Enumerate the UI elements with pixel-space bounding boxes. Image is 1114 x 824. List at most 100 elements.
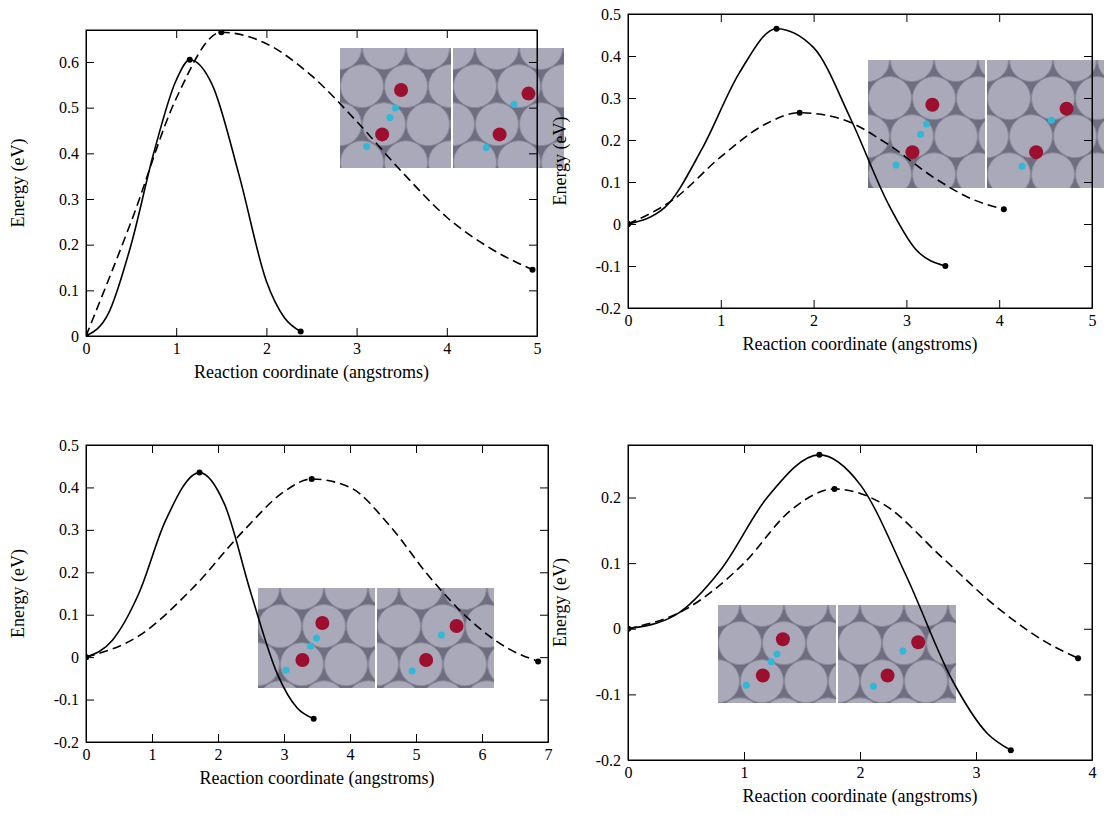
tick-label: 7: [545, 746, 553, 763]
tick-mark: [86, 487, 94, 488]
tick-mark: [721, 300, 722, 308]
energy-curve: [86, 479, 538, 661]
surface-atom: [1054, 115, 1097, 158]
tick-mark: [284, 445, 285, 453]
tick-label: -0.1: [54, 691, 79, 708]
surface-atom: [829, 660, 837, 703]
tick-mark: [357, 30, 358, 38]
tick-label: 0: [83, 746, 91, 763]
tick-mark: [1084, 760, 1092, 761]
tick-mark: [1084, 140, 1092, 141]
axis-line: [1092, 446, 1093, 761]
tick-label: 2: [810, 312, 818, 329]
tick-mark: [86, 62, 94, 63]
stationary-point: [628, 626, 631, 632]
tick-mark: [350, 734, 351, 742]
y-axis: -0.2-0.100.10.20.30.40.5: [596, 6, 636, 317]
tick: 0: [71, 649, 94, 666]
tick-label: 0.2: [601, 489, 621, 506]
x-axis-top: [629, 14, 1093, 22]
tick: 2: [263, 328, 271, 357]
tick: 2: [215, 734, 223, 763]
surface-atom: [1098, 115, 1105, 158]
tick-label: 2: [215, 746, 223, 763]
surface-atom: [378, 605, 421, 648]
inset-frame: [453, 48, 564, 168]
tick-label: 0.4: [59, 145, 79, 162]
tick: -0.2: [596, 300, 636, 317]
tick-mark: [1084, 14, 1092, 15]
stationary-point: [311, 716, 317, 722]
tick: [350, 445, 351, 453]
plot-data: [86, 470, 541, 722]
tick: 0: [613, 216, 636, 233]
energy-curve: [86, 473, 314, 719]
stationary-point: [86, 333, 89, 336]
panel: 01234567-0.2-0.100.10.20.30.40.5Reaction…: [8, 437, 553, 789]
tick: [1084, 694, 1092, 695]
surface-atom: [453, 103, 475, 146]
tick-mark: [218, 734, 219, 742]
surface-atom: [988, 153, 1031, 188]
tick: 5: [413, 734, 421, 763]
plot-frame: [86, 445, 548, 742]
tick-label: 0: [613, 620, 621, 637]
tick: 0.1: [601, 174, 636, 191]
surface-atom: [883, 698, 926, 703]
tick: 0.2: [59, 236, 94, 253]
x-axis-title: Reaction coordinate (angstroms): [743, 786, 978, 807]
y-axis: 00.10.20.30.40.50.6: [59, 31, 94, 345]
inset-frame: [868, 60, 985, 188]
tick-mark: [628, 98, 636, 99]
tick: 0: [71, 328, 94, 345]
tick-mark: [266, 328, 267, 336]
stationary-point: [797, 110, 803, 116]
oxygen-atom: [756, 669, 770, 683]
hydrogen-atom: [307, 643, 314, 650]
panel: 01234500.10.20.30.40.50.6Reaction coordi…: [8, 0, 629, 383]
tick: 0.1: [59, 282, 94, 299]
plot-data: [86, 30, 535, 336]
tick-label: 4: [996, 312, 1004, 329]
tick-mark: [86, 336, 94, 337]
hydrogen-atom: [743, 682, 750, 689]
surface-atom: [422, 681, 465, 688]
hydrogen-atom: [917, 131, 924, 138]
hydrogen-atom: [768, 658, 775, 665]
tick: 3: [973, 752, 981, 781]
tick: [1084, 498, 1092, 499]
surface-atom: [987, 115, 1009, 158]
tick: [1084, 308, 1092, 309]
x-axis-top: [87, 445, 549, 453]
stationary-point: [628, 626, 631, 632]
tick: [482, 445, 483, 453]
tick-label: 4: [347, 746, 355, 763]
tick-mark: [814, 14, 815, 22]
y-axis-right: [1084, 15, 1093, 309]
tick-mark: [1084, 224, 1092, 225]
tick-mark: [482, 445, 483, 453]
tick: [999, 14, 1000, 22]
tick: [152, 445, 153, 453]
surface-atom: [325, 643, 368, 686]
stationary-point: [942, 263, 948, 269]
tick: [357, 30, 358, 38]
tick-mark: [447, 328, 448, 336]
tick-label: 0: [625, 312, 633, 329]
surface-atom: [422, 605, 465, 648]
surface-atom: [542, 65, 565, 108]
surface-atom: [1032, 77, 1075, 120]
tick: [540, 657, 548, 658]
energy-curve: [628, 29, 945, 266]
tick-label: 5: [534, 340, 542, 357]
tick-mark: [540, 700, 548, 701]
tick: 0.2: [601, 132, 636, 149]
tick: [1084, 266, 1092, 267]
oxygen-atom: [295, 653, 309, 667]
stationary-point: [1008, 747, 1014, 753]
y-axis-title: Energy (eV): [550, 558, 571, 647]
surface-atom: [957, 153, 986, 188]
hydrogen-atom: [386, 114, 393, 121]
tick: [1084, 224, 1092, 225]
inset-frame: [258, 588, 375, 688]
